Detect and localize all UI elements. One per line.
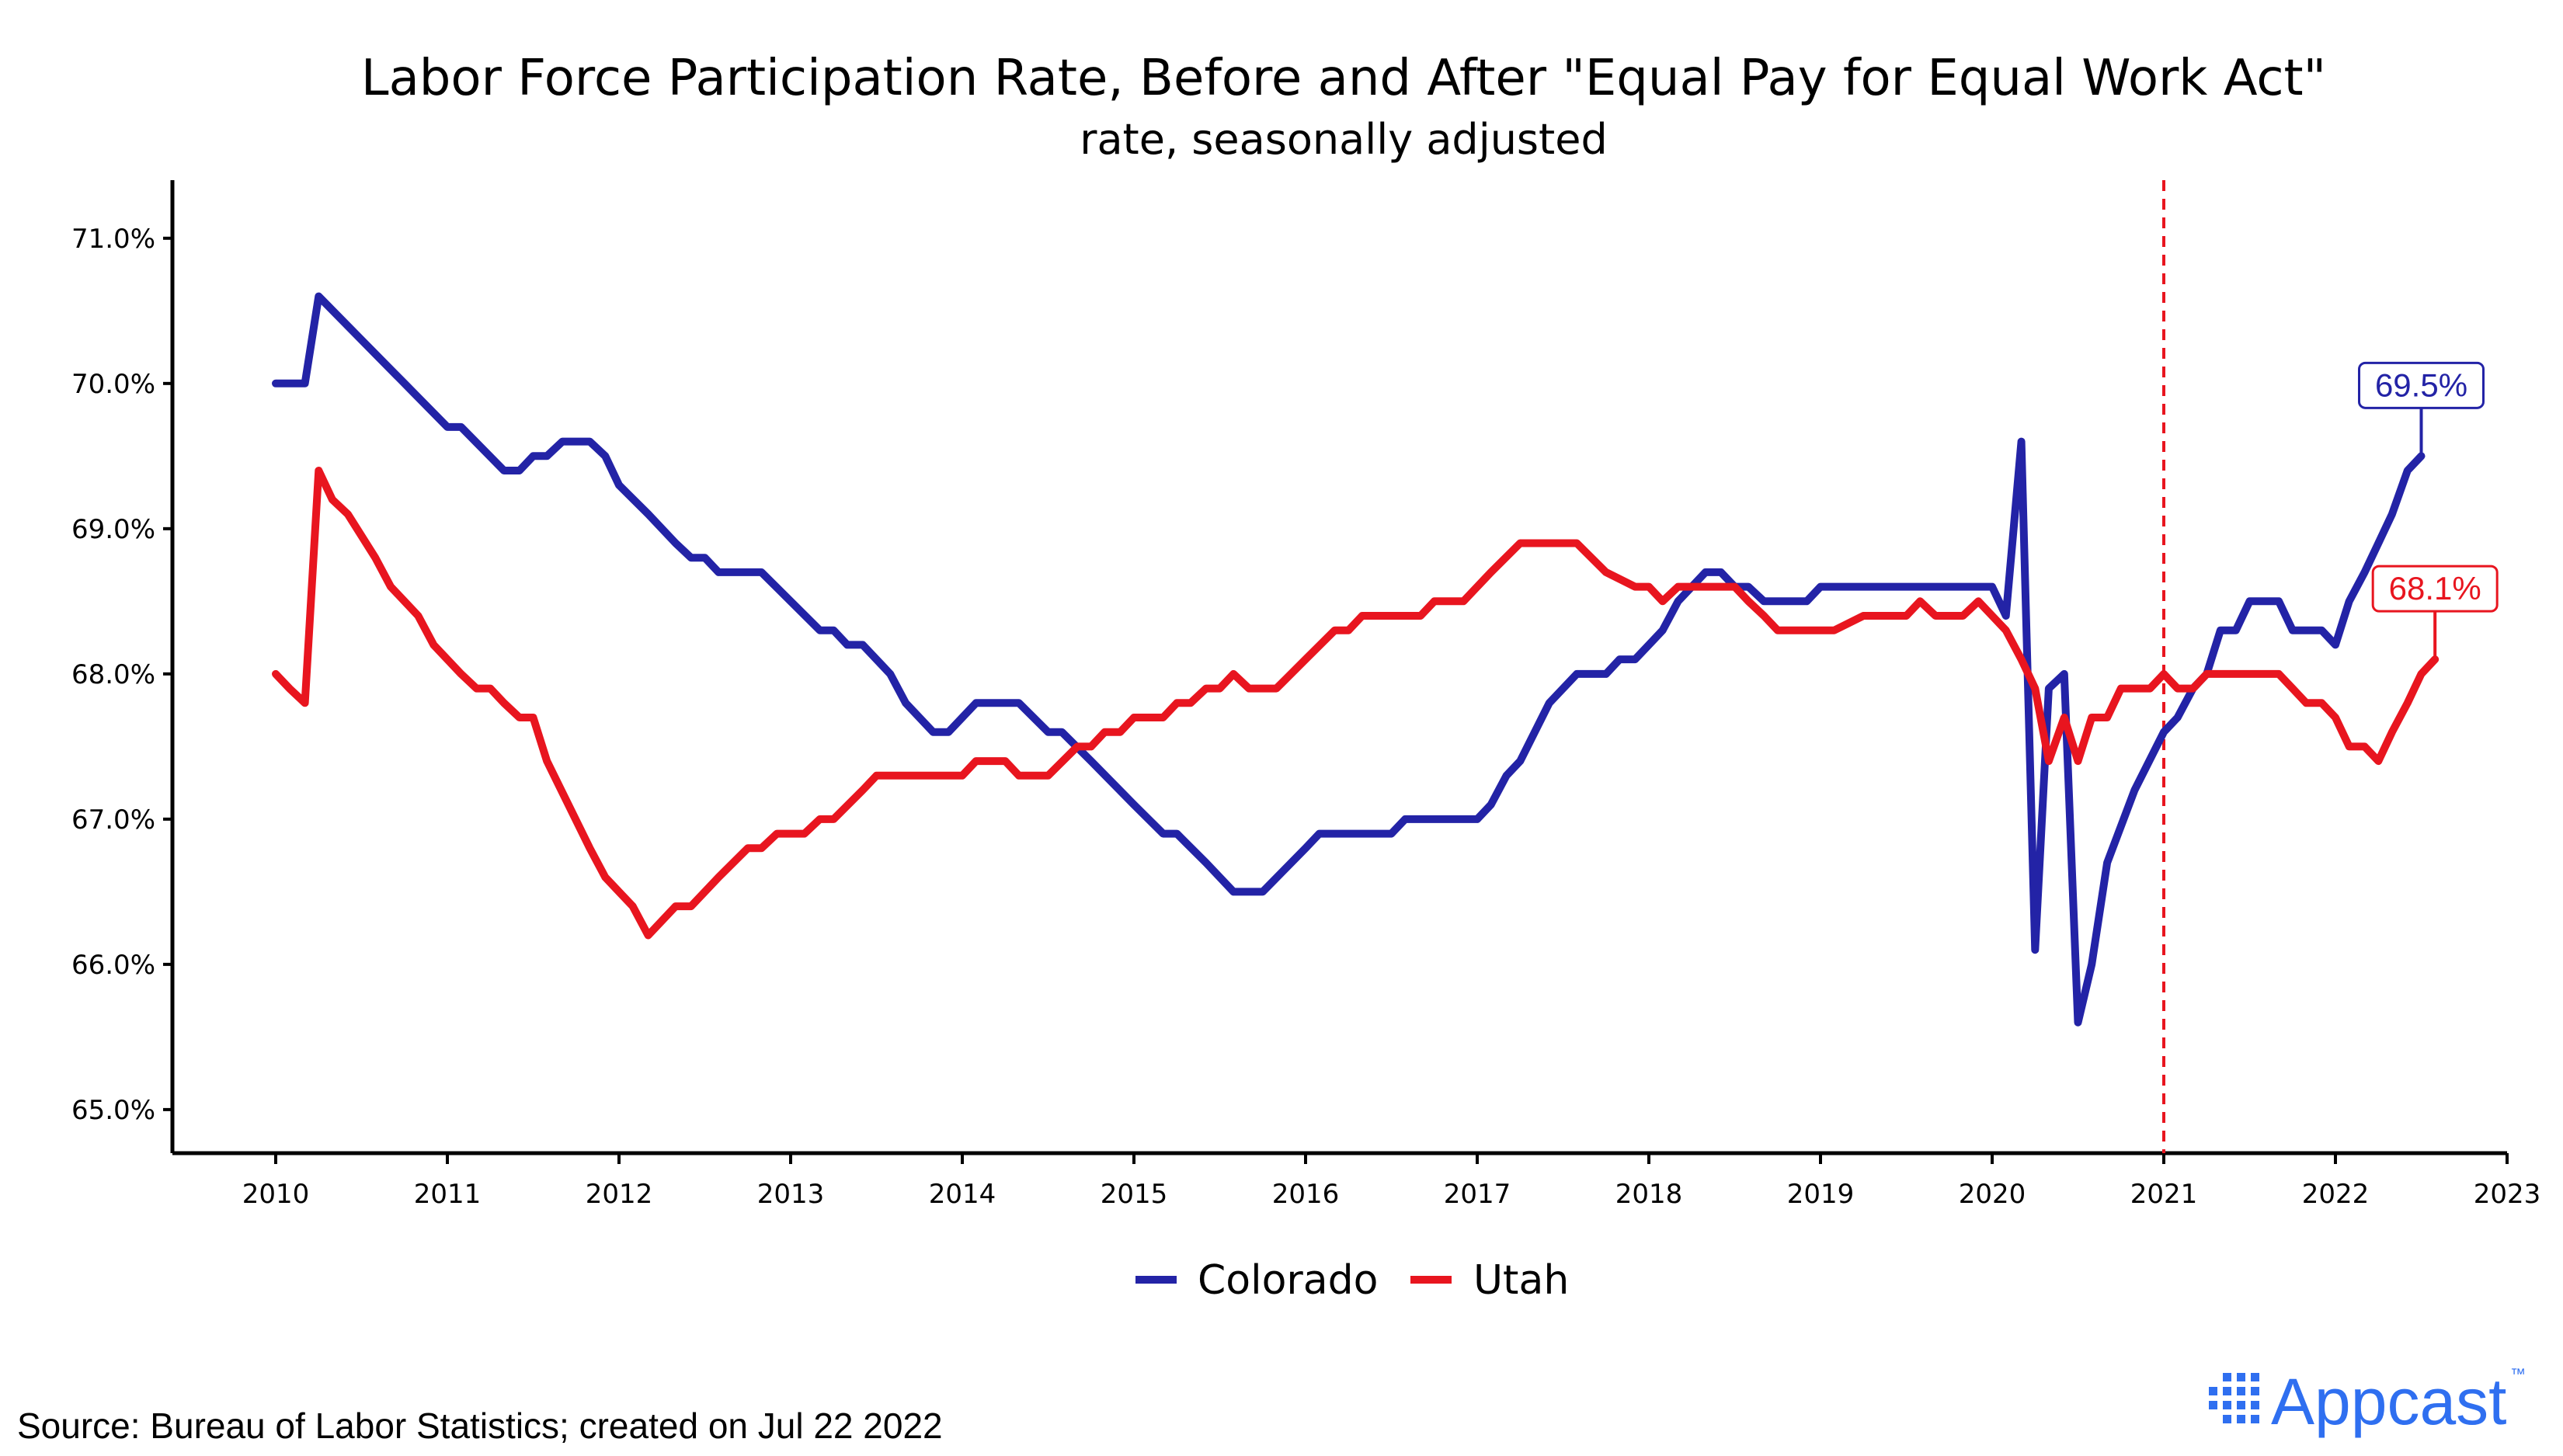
x-tick-label: 2022 [2302,1179,2370,1210]
y-tick-label: 66.0% [71,950,155,981]
x-tick-label: 2020 [1959,1179,2026,1210]
x-tick-label: 2013 [757,1179,825,1210]
y-axis: 65.0% 66.0% 67.0% 68.0% 69.0% 70.0% 71.0% [71,180,175,1153]
y-tick-label: 67.0% [71,804,155,836]
appcast-logo-text: Appcast [2271,1365,2507,1438]
appcast-logo-trademark: ™ [2510,1366,2526,1383]
x-tick-label: 2012 [586,1179,653,1210]
y-tick-label: 71.0% [71,224,155,255]
legend-label-colorado: Colorado [1198,1257,1378,1304]
x-tick-label: 2015 [1101,1179,1168,1210]
chart-title: Labor Force Participation Rate, Before a… [361,50,2326,107]
appcast-logo-icon [2209,1373,2259,1423]
legend: Colorado Utah [1135,1257,1569,1304]
x-tick-label: 2021 [2130,1179,2198,1210]
y-tick-label: 70.0% [71,369,155,400]
series-line-colorado [272,292,2426,1027]
x-tick-label: 2016 [1272,1179,1340,1210]
end-label-box-colorado [2358,361,2485,409]
x-tick-label: 2019 [1787,1179,1855,1210]
x-axis: 2010 2011 2012 2013 2014 2015 2016 2017 2018 2019… [172,1151,2541,1210]
end-label-box-utah [2371,565,2499,613]
chart-subtitle: rate, seasonally adjusted [1080,115,1607,164]
x-tick-label: 2017 [1444,1179,1511,1210]
appcast-logo: Appcast ™ [2209,1365,2526,1438]
x-tick-label: 2018 [1615,1179,1683,1210]
source-note: Source: Bureau of Labor Statistics; crea… [17,1406,943,1446]
end-labels: 69.5% 68.1% [2358,361,2499,660]
x-tick-label: 2014 [929,1179,996,1210]
x-tick-label: 2023 [2474,1179,2541,1210]
x-tick-label: 2011 [414,1179,482,1210]
y-tick-label: 69.0% [71,514,155,545]
x-tick-label: 2010 [242,1179,310,1210]
end-label-utah: 68.1% [2389,570,2481,606]
end-label-colorado: 69.5% [2375,367,2467,403]
series-group [272,292,2440,1027]
y-tick-label: 65.0% [71,1095,155,1126]
series-line-utah [272,467,2440,940]
legend-label-utah: Utah [1473,1257,1569,1304]
y-tick-label: 68.0% [71,659,155,690]
